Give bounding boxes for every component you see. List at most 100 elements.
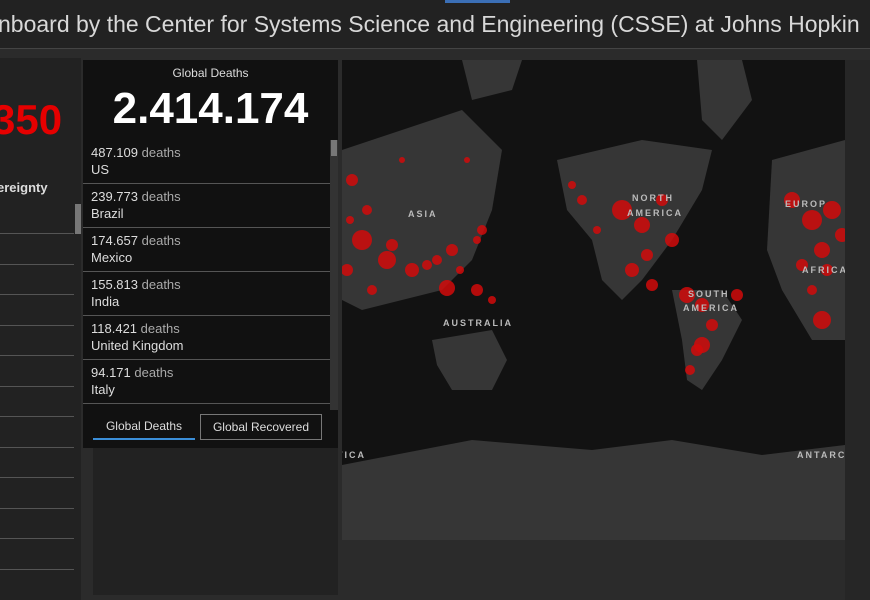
- scrollbar[interactable]: [330, 140, 338, 410]
- deaths-panel: Global Deaths 2.414.174 487.109 deaths US…: [83, 60, 338, 410]
- map[interactable]: ASIA NORTH AMERICA SOUTH AMERICA AUSTRALIA EUR…: [342, 60, 845, 540]
- case-dot: [802, 210, 822, 230]
- case-dot: [593, 226, 601, 234]
- list-row[interactable]: 155.813 deaths India: [83, 272, 330, 316]
- tabs: Global Deaths Global Recovered: [83, 410, 338, 448]
- case-dot: [641, 249, 653, 261]
- case-dot: [813, 311, 831, 329]
- case-dot: [821, 264, 833, 276]
- case-dot: [464, 157, 470, 163]
- map-label: SOUTH: [688, 289, 730, 299]
- case-dot: [488, 296, 496, 304]
- case-dot: [695, 298, 709, 312]
- case-dot: [694, 337, 710, 353]
- row-divider: [0, 568, 74, 570]
- case-dot: [422, 260, 432, 270]
- row-divider: [0, 385, 74, 387]
- panel-title: Global Deaths: [172, 66, 249, 80]
- case-dot: [706, 319, 718, 331]
- list-row[interactable]: 94.171 deaths Italy: [83, 360, 330, 404]
- case-dot: [342, 264, 353, 276]
- case-dots: [342, 157, 845, 375]
- case-dot: [432, 255, 442, 265]
- title: nboard by the Center for Systems Science…: [0, 11, 860, 37]
- case-dot: [405, 263, 419, 277]
- left-panel: 350 ereignty: [0, 58, 81, 600]
- case-dot: [399, 157, 405, 163]
- country: Italy: [91, 382, 115, 397]
- case-dot: [784, 192, 800, 208]
- row-divider: [0, 324, 74, 326]
- list-row[interactable]: 487.109 deaths US: [83, 140, 330, 184]
- case-dot: [731, 289, 743, 301]
- unit: deaths: [141, 189, 181, 204]
- row-divider: [0, 233, 74, 234]
- case-dot: [477, 225, 487, 235]
- row-divider: [0, 263, 74, 265]
- row-divider: [0, 507, 74, 509]
- map-label: NORTH: [632, 193, 674, 203]
- map-label: AMERICA: [683, 303, 739, 313]
- count: 239.773: [91, 189, 138, 204]
- list-row[interactable]: 174.657 deaths Mexico: [83, 228, 330, 272]
- map-label: AMERICA: [627, 208, 683, 218]
- country: India: [91, 294, 120, 309]
- case-dot: [646, 279, 658, 291]
- case-dot: [346, 174, 358, 186]
- top-strip: [445, 0, 510, 3]
- case-dot: [685, 365, 695, 375]
- case-dot: [665, 233, 679, 247]
- case-dot: [456, 266, 464, 274]
- country: Brazil: [91, 206, 124, 221]
- total: 2.414.174: [112, 84, 309, 133]
- case-dot: [367, 285, 377, 295]
- case-dot: [835, 228, 845, 242]
- list-row[interactable]: 239.773 deaths Brazil: [83, 184, 330, 228]
- unit: deaths: [141, 233, 181, 248]
- death-count: 118.421 deaths: [91, 321, 180, 336]
- list-row[interactable]: 118.421 deaths United Kingdom: [83, 316, 330, 360]
- tab[interactable]: Global Recovered: [200, 414, 322, 440]
- case-dot: [568, 181, 576, 189]
- count: 487.109: [91, 145, 138, 160]
- row-divider: [0, 538, 74, 539]
- tab[interactable]: Global Deaths: [93, 414, 195, 440]
- row-divider: [0, 294, 74, 295]
- map-label: ASIA: [408, 209, 438, 219]
- unit: deaths: [140, 321, 180, 336]
- unit: deaths: [141, 277, 181, 292]
- case-dot: [807, 285, 817, 295]
- case-dot: [362, 205, 372, 215]
- unit: deaths: [141, 145, 181, 160]
- scroll-thumb[interactable]: [331, 140, 337, 156]
- case-dot: [634, 217, 650, 233]
- country: United Kingdom: [91, 338, 184, 353]
- case-dot: [796, 259, 808, 271]
- death-count: 174.657 deaths: [91, 233, 181, 248]
- map-label: ANTARC: [797, 450, 845, 460]
- map-label: TICA: [342, 450, 366, 460]
- row-divider: [0, 446, 74, 448]
- land: [342, 60, 845, 540]
- case-dot: [471, 284, 483, 296]
- count: 155.813: [91, 277, 138, 292]
- total-value: 350: [0, 96, 63, 143]
- country: US: [91, 162, 110, 177]
- case-dot: [823, 201, 841, 219]
- case-dot: [473, 236, 481, 244]
- death-count: 155.813 deaths: [91, 277, 181, 292]
- case-dot: [612, 200, 632, 220]
- case-dot: [386, 239, 398, 251]
- death-count: 94.171 deaths: [91, 365, 173, 380]
- map-label: AUSTRALIA: [443, 318, 513, 328]
- scrollbar[interactable]: [75, 204, 81, 234]
- case-dot: [814, 242, 830, 258]
- row-divider: [0, 355, 74, 356]
- case-dot: [656, 194, 668, 206]
- case-dot: [378, 251, 396, 269]
- case-dot: [439, 280, 455, 296]
- count: 94.171: [91, 365, 131, 380]
- count: 174.657: [91, 233, 138, 248]
- map-label: EUROP: [785, 199, 827, 209]
